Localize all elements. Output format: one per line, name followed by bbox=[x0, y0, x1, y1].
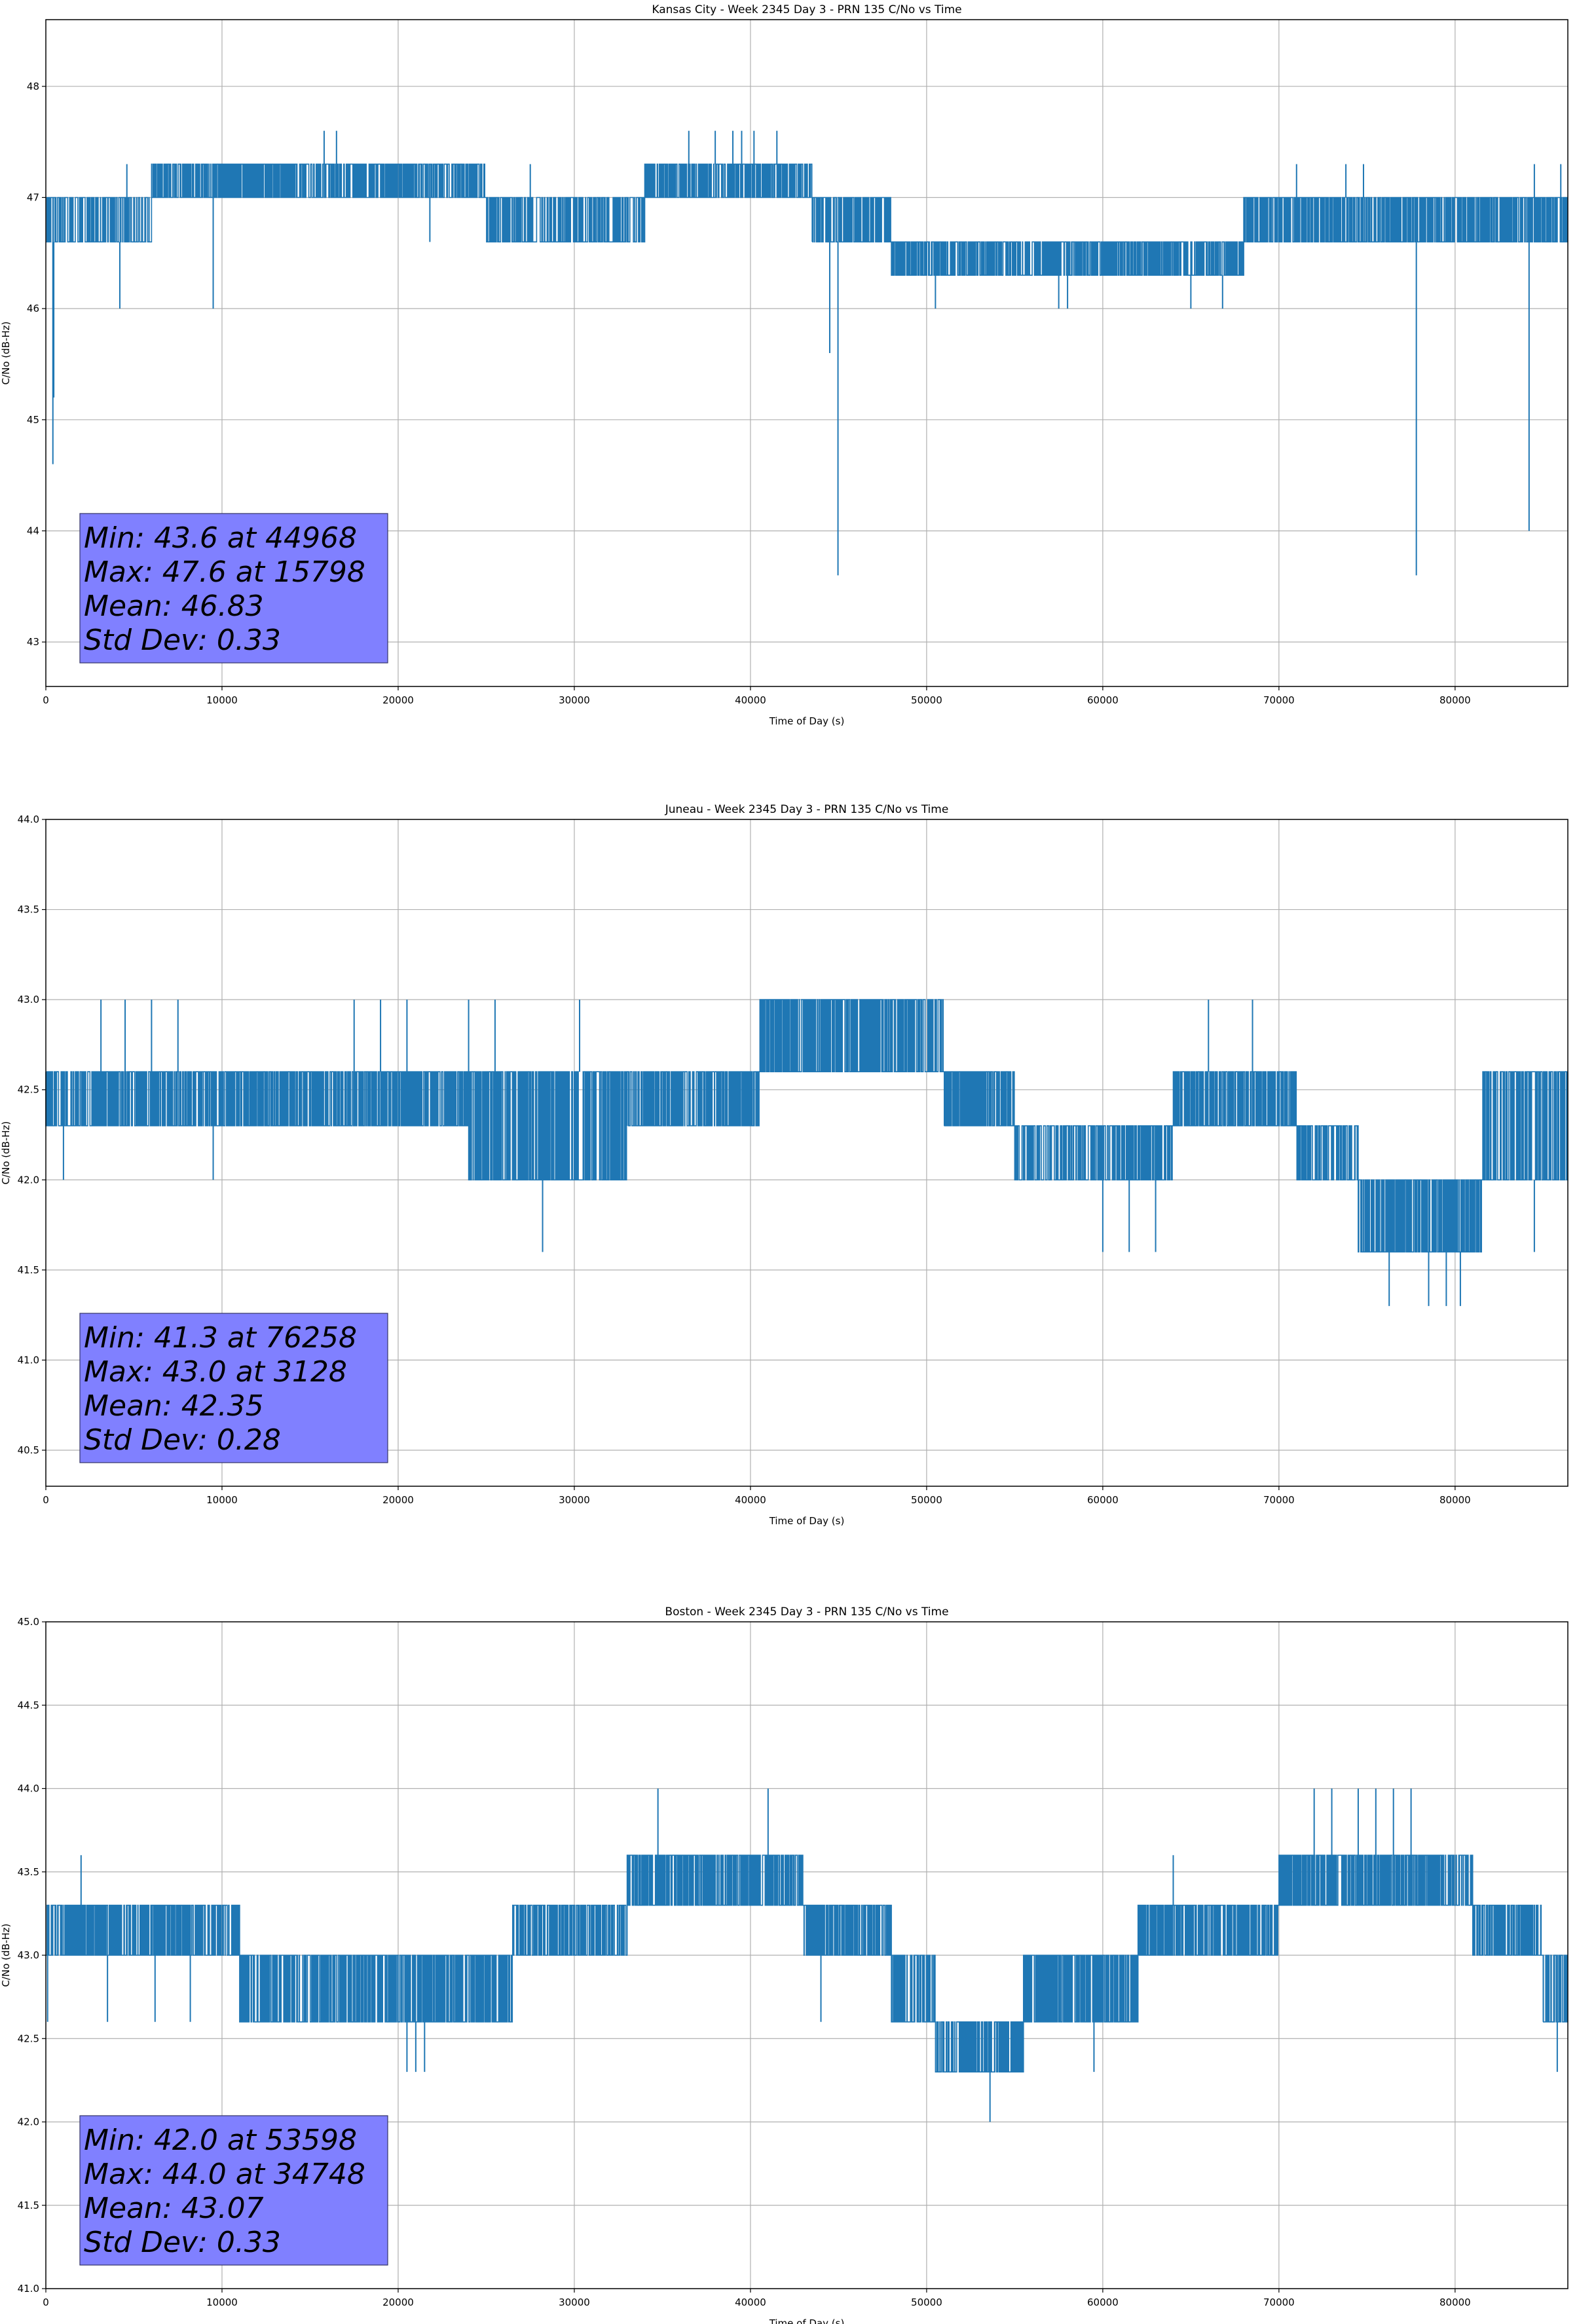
subplot-1: Juneau - Week 2345 Day 3 - PRN 135 C/No … bbox=[0, 803, 1568, 1527]
stats-line: Std Dev: 0.28 bbox=[84, 1423, 281, 1457]
stats-box bbox=[79, 2115, 388, 2266]
x-tick-label: 50000 bbox=[911, 1494, 942, 1506]
x-tick-label: 60000 bbox=[1087, 694, 1119, 706]
x-tick-label: 80000 bbox=[1439, 1494, 1471, 1506]
x-axis-label: Time of Day (s) bbox=[769, 715, 845, 727]
x-tick-label: 70000 bbox=[1263, 694, 1295, 706]
x-tick-label: 40000 bbox=[735, 694, 766, 706]
y-tick-label: 43.5 bbox=[18, 904, 39, 916]
y-tick-label: 41.0 bbox=[18, 2283, 39, 2295]
y-tick-label: 41.5 bbox=[18, 2200, 39, 2211]
x-tick-label: 30000 bbox=[559, 1494, 590, 1506]
x-tick-label: 40000 bbox=[735, 2296, 766, 2308]
y-tick-label: 44.5 bbox=[18, 1699, 39, 1711]
x-tick-label: 10000 bbox=[206, 1494, 238, 1506]
y-tick-label: 45 bbox=[27, 414, 39, 426]
stats-line: Max: 43.0 at 3128 bbox=[84, 1355, 347, 1389]
y-tick-label: 41.0 bbox=[18, 1354, 39, 1366]
y-tick-label: 41.5 bbox=[18, 1264, 39, 1276]
y-tick-label: 43 bbox=[27, 636, 39, 648]
axes-frame bbox=[45, 19, 1568, 687]
stats-line: Mean: 46.83 bbox=[84, 590, 264, 623]
subplot-0: Kansas City - Week 2345 Day 3 - PRN 135 … bbox=[0, 3, 1568, 727]
y-tick-label: 44.0 bbox=[18, 814, 39, 825]
x-axis-label: Time of Day (s) bbox=[769, 2317, 845, 2324]
chart-title: Kansas City - Week 2345 Day 3 - PRN 135 … bbox=[652, 3, 961, 16]
x-tick-label: 40000 bbox=[735, 1494, 766, 1506]
stats-line: Min: 41.3 at 76258 bbox=[84, 1321, 357, 1355]
y-tick-label: 46 bbox=[27, 303, 39, 314]
stats-box bbox=[79, 513, 388, 664]
y-tick-label: 42.0 bbox=[18, 1174, 39, 1186]
y-tick-label: 44.0 bbox=[18, 1783, 39, 1795]
y-tick-label: 43.5 bbox=[18, 1866, 39, 1878]
x-tick-label: 50000 bbox=[911, 694, 942, 706]
y-tick-label: 42.5 bbox=[18, 1084, 39, 1096]
x-tick-label: 20000 bbox=[382, 1494, 414, 1506]
stats-line: Max: 47.6 at 15798 bbox=[84, 555, 365, 589]
x-tick-label: 80000 bbox=[1439, 694, 1471, 706]
x-tick-label: 10000 bbox=[206, 694, 238, 706]
y-tick-label: 44 bbox=[27, 525, 39, 536]
stats-line: Mean: 43.07 bbox=[84, 2192, 264, 2225]
y-tick-label: 43.0 bbox=[18, 1949, 39, 1961]
x-tick-label: 20000 bbox=[382, 2296, 414, 2308]
x-tick-label: 0 bbox=[43, 694, 49, 706]
subplot-2: Boston - Week 2345 Day 3 - PRN 135 C/No … bbox=[0, 1605, 1568, 2324]
y-tick-label: 40.5 bbox=[18, 1444, 39, 1456]
x-tick-label: 0 bbox=[43, 2296, 49, 2308]
chart-title: Juneau - Week 2345 Day 3 - PRN 135 C/No … bbox=[665, 803, 949, 816]
series-line-cno bbox=[46, 1854, 1568, 2072]
x-tick-label: 80000 bbox=[1439, 2296, 1471, 2308]
x-tick-label: 20000 bbox=[382, 694, 414, 706]
x-tick-label: 60000 bbox=[1087, 2296, 1119, 2308]
series-line-cno bbox=[45, 999, 1568, 1253]
x-tick-label: 0 bbox=[43, 1494, 49, 1506]
x-tick-label: 70000 bbox=[1263, 2296, 1295, 2308]
stats-line: Max: 44.0 at 34748 bbox=[84, 2158, 365, 2191]
axes-frame bbox=[45, 1621, 1568, 2289]
y-axis-label: C/No (dB-Hz) bbox=[0, 1924, 12, 1987]
y-tick-label: 47 bbox=[27, 191, 39, 203]
x-tick-label: 30000 bbox=[559, 694, 590, 706]
y-tick-label: 45.0 bbox=[18, 1616, 39, 1628]
y-tick-label: 42.5 bbox=[18, 2033, 39, 2044]
y-axis-label: C/No (dB-Hz) bbox=[0, 1121, 12, 1185]
stats-line: Min: 42.0 at 53598 bbox=[84, 2124, 357, 2157]
x-tick-label: 30000 bbox=[559, 2296, 590, 2308]
x-tick-label: 70000 bbox=[1263, 1494, 1295, 1506]
x-tick-label: 60000 bbox=[1087, 1494, 1119, 1506]
chart-title: Boston - Week 2345 Day 3 - PRN 135 C/No … bbox=[665, 1605, 948, 1619]
x-tick-label: 50000 bbox=[911, 2296, 942, 2308]
stats-line: Std Dev: 0.33 bbox=[84, 624, 281, 657]
stats-line: Mean: 42.35 bbox=[84, 1389, 264, 1423]
axes-frame bbox=[45, 819, 1568, 1487]
stats-box bbox=[79, 1313, 388, 1463]
x-tick-label: 10000 bbox=[206, 2296, 238, 2308]
y-tick-label: 43.0 bbox=[18, 994, 39, 1005]
x-axis-label: Time of Day (s) bbox=[769, 1515, 845, 1527]
series-line-cno bbox=[46, 163, 1568, 276]
y-tick-label: 42.0 bbox=[18, 2116, 39, 2128]
stats-line: Min: 43.6 at 44968 bbox=[84, 521, 357, 555]
y-tick-label: 48 bbox=[27, 81, 39, 92]
y-axis-label: C/No (dB-Hz) bbox=[0, 322, 12, 385]
stats-line: Std Dev: 0.33 bbox=[84, 2226, 281, 2259]
